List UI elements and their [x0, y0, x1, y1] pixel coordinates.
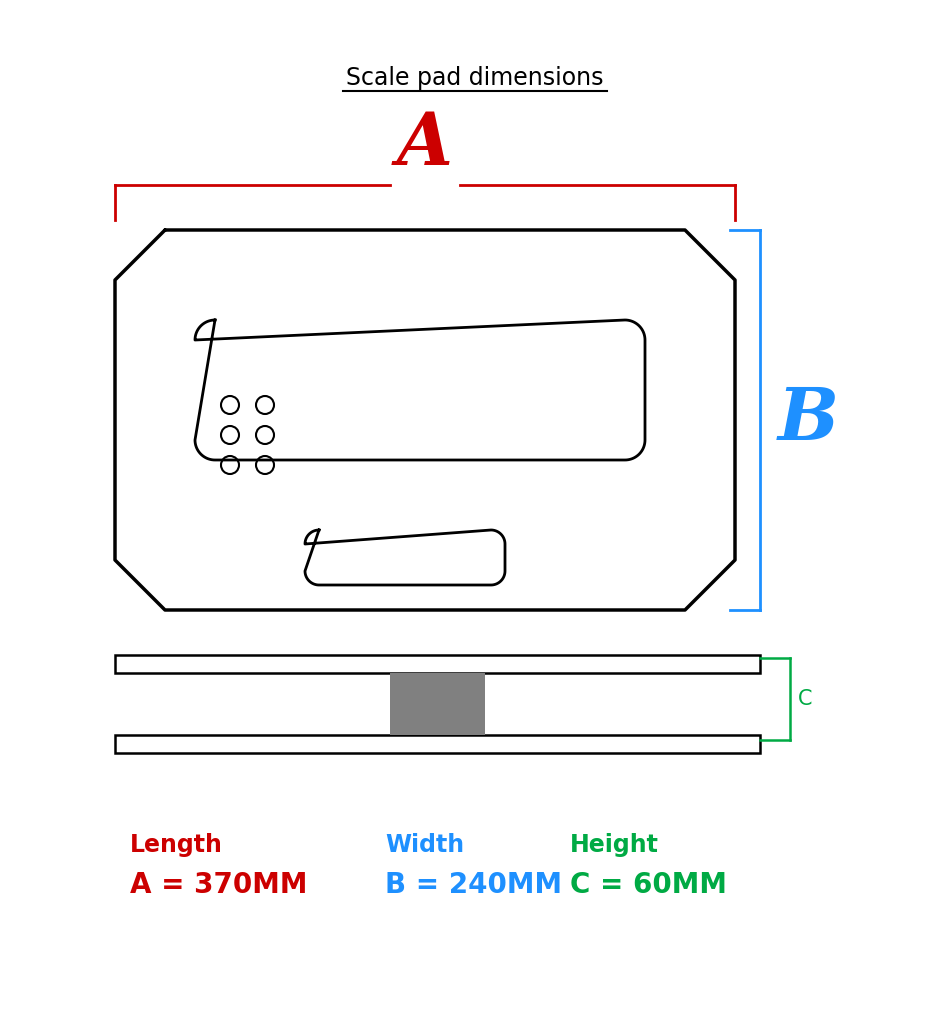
Bar	[115, 735, 760, 753]
Text: B: B	[778, 384, 839, 456]
Circle shape	[221, 456, 239, 474]
Circle shape	[221, 426, 239, 444]
Text: Height: Height	[570, 833, 659, 857]
Text: Scale pad dimensions: Scale pad dimensions	[346, 66, 604, 90]
Text: C: C	[798, 689, 812, 709]
Circle shape	[256, 396, 274, 414]
Text: B = 240MM: B = 240MM	[385, 871, 562, 899]
Text: A: A	[397, 109, 453, 180]
Circle shape	[256, 426, 274, 444]
Text: Length: Length	[130, 833, 223, 857]
Bar	[115, 655, 760, 673]
Circle shape	[256, 456, 274, 474]
Circle shape	[221, 396, 239, 414]
Text: Width: Width	[385, 833, 465, 857]
Text: A = 370MM: A = 370MM	[130, 871, 308, 899]
Bar	[390, 673, 485, 735]
Text: C = 60MM: C = 60MM	[570, 871, 727, 899]
